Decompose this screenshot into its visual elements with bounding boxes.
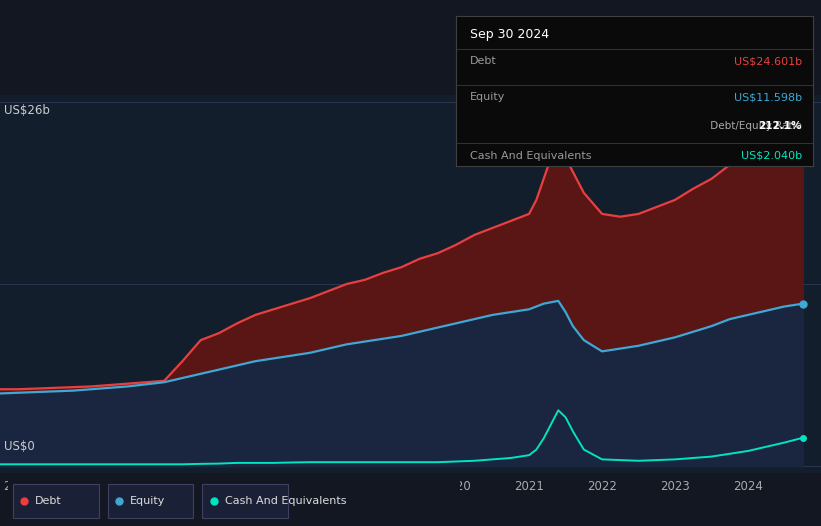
Text: Sep 30 2024: Sep 30 2024: [470, 28, 549, 41]
Text: Cash And Equivalents: Cash And Equivalents: [225, 496, 346, 506]
FancyBboxPatch shape: [203, 484, 288, 518]
FancyBboxPatch shape: [13, 484, 99, 518]
FancyBboxPatch shape: [108, 484, 194, 518]
Text: Equity: Equity: [470, 92, 505, 102]
Text: Debt: Debt: [35, 496, 62, 506]
Text: US$2.040b: US$2.040b: [741, 150, 802, 161]
Text: US$24.601b: US$24.601b: [734, 56, 802, 66]
Text: Cash And Equivalents: Cash And Equivalents: [470, 150, 591, 161]
Text: Debt/Equity Ratio: Debt/Equity Ratio: [707, 120, 802, 131]
Text: US$11.598b: US$11.598b: [734, 92, 802, 102]
Text: 212.1%: 212.1%: [759, 120, 802, 131]
Text: US$26b: US$26b: [4, 104, 50, 117]
Text: Debt: Debt: [470, 56, 497, 66]
Text: Equity: Equity: [131, 496, 166, 506]
Text: US$0: US$0: [4, 440, 34, 452]
